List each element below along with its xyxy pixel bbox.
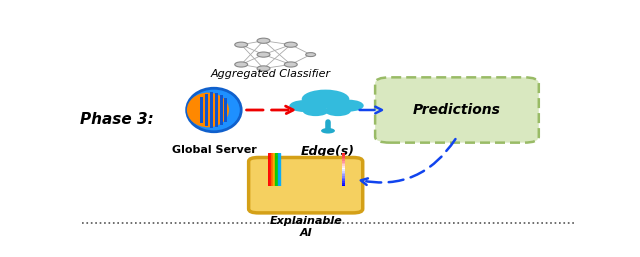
- Bar: [273, 153, 275, 186]
- Circle shape: [257, 38, 270, 43]
- Text: Aggregated Classifier: Aggregated Classifier: [211, 69, 331, 79]
- FancyBboxPatch shape: [210, 92, 213, 128]
- Text: Global Server: Global Server: [172, 145, 256, 154]
- FancyBboxPatch shape: [375, 77, 539, 143]
- Bar: [342, 179, 346, 181]
- FancyBboxPatch shape: [214, 93, 218, 127]
- Bar: [342, 161, 346, 163]
- Text: Edge(s): Edge(s): [301, 145, 355, 158]
- Bar: [269, 153, 271, 186]
- Circle shape: [257, 66, 270, 71]
- Bar: [342, 171, 346, 173]
- Bar: [342, 169, 346, 171]
- Bar: [342, 178, 346, 179]
- Bar: [342, 173, 346, 175]
- Circle shape: [257, 52, 270, 57]
- Bar: [342, 166, 346, 168]
- Circle shape: [284, 62, 297, 67]
- Bar: [342, 181, 346, 183]
- Circle shape: [301, 90, 349, 109]
- FancyBboxPatch shape: [248, 158, 363, 213]
- Bar: [342, 183, 346, 185]
- Bar: [342, 153, 346, 154]
- Bar: [342, 185, 346, 186]
- Bar: [342, 154, 346, 156]
- Circle shape: [235, 62, 248, 67]
- Text: Phase 3:: Phase 3:: [81, 112, 154, 127]
- Ellipse shape: [187, 88, 241, 132]
- Circle shape: [321, 128, 335, 134]
- Circle shape: [303, 106, 328, 116]
- Bar: [271, 153, 273, 186]
- FancyArrowPatch shape: [360, 107, 382, 113]
- Bar: [342, 163, 346, 164]
- FancyArrowPatch shape: [361, 139, 456, 185]
- FancyBboxPatch shape: [200, 97, 203, 123]
- Bar: [342, 176, 346, 178]
- Bar: [275, 153, 278, 186]
- Bar: [342, 158, 346, 159]
- Circle shape: [306, 53, 316, 57]
- FancyBboxPatch shape: [224, 98, 227, 122]
- Text: Predictions: Predictions: [413, 103, 501, 117]
- Bar: [342, 175, 346, 176]
- Bar: [342, 168, 346, 169]
- FancyBboxPatch shape: [220, 95, 223, 125]
- Circle shape: [289, 100, 319, 112]
- Bar: [342, 164, 346, 166]
- Bar: [342, 156, 346, 158]
- Circle shape: [334, 100, 364, 112]
- Bar: [342, 159, 346, 161]
- Circle shape: [235, 42, 248, 47]
- Circle shape: [284, 42, 297, 47]
- Ellipse shape: [187, 93, 229, 127]
- Bar: [278, 153, 280, 186]
- Circle shape: [325, 106, 351, 116]
- Text: Explainable
AI: Explainable AI: [269, 216, 342, 237]
- FancyBboxPatch shape: [205, 94, 208, 126]
- FancyArrowPatch shape: [246, 106, 293, 114]
